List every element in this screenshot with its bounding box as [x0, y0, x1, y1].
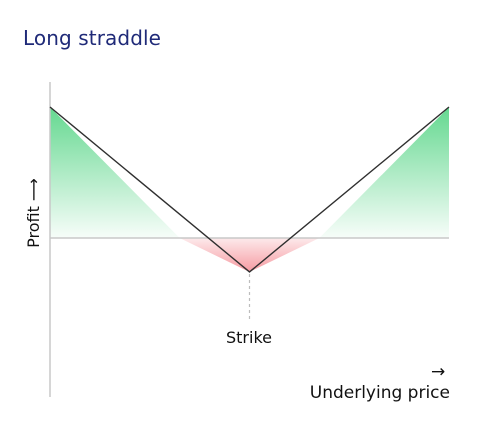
- y-axis-label-text: Profit: [24, 206, 43, 248]
- profit-area-left: [50, 107, 180, 238]
- profit-area-right: [319, 107, 449, 238]
- x-axis-arrow-icon: →: [431, 362, 446, 382]
- chart-title: Long straddle: [23, 26, 162, 50]
- x-axis-label: Underlying price: [309, 383, 450, 403]
- y-axis-arrow-icon: ⟶: [24, 178, 43, 202]
- payoff-line: [49, 106, 450, 273]
- strike-annotation: Strike: [226, 328, 272, 347]
- loss-area: [179, 238, 320, 272]
- y-axis-label: Profit ⟶: [24, 153, 44, 273]
